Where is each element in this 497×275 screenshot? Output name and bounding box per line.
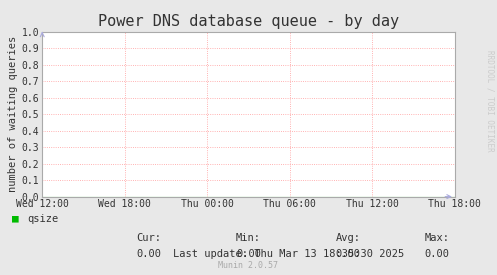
Text: Avg:: Avg: [335, 233, 360, 243]
Title: Power DNS database queue - by day: Power DNS database queue - by day [98, 14, 399, 29]
Text: qsize: qsize [27, 214, 59, 224]
Text: Munin 2.0.57: Munin 2.0.57 [219, 261, 278, 270]
Text: 0.00: 0.00 [335, 249, 360, 259]
Text: Last update: Thu Mar 13 18:35:30 2025: Last update: Thu Mar 13 18:35:30 2025 [172, 249, 404, 259]
Text: 0.00: 0.00 [236, 249, 261, 259]
Text: 0.00: 0.00 [425, 249, 450, 259]
Text: 0.00: 0.00 [137, 249, 162, 259]
Text: Cur:: Cur: [137, 233, 162, 243]
Text: Min:: Min: [236, 233, 261, 243]
Y-axis label: number of waiting queries: number of waiting queries [7, 36, 18, 192]
Text: RRDTOOL / TOBI OETIKER: RRDTOOL / TOBI OETIKER [486, 50, 495, 151]
Text: ■: ■ [12, 214, 19, 224]
Text: Max:: Max: [425, 233, 450, 243]
